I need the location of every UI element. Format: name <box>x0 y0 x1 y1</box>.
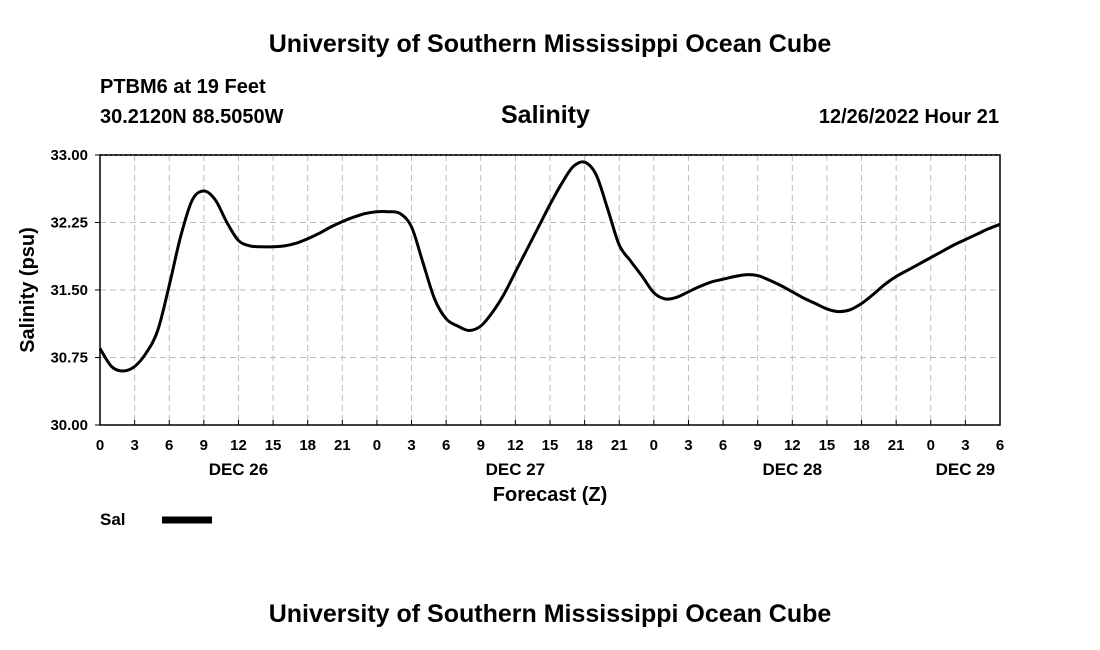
date-label: DEC 27 <box>486 460 546 479</box>
x-tick-label: 9 <box>477 437 485 454</box>
chart-grid <box>100 154 1000 425</box>
x-tick-label: 18 <box>576 437 593 454</box>
y-axis-label: Salinity (psu) <box>17 227 39 353</box>
x-tick-label: 6 <box>165 437 173 454</box>
station-coordinates: 30.2120N 88.5050W <box>100 106 284 128</box>
y-tick-label: 33.00 <box>50 147 88 164</box>
x-tick-label: 18 <box>853 437 870 454</box>
y-tick-label: 30.00 <box>50 417 88 434</box>
x-tick-label: 0 <box>96 437 104 454</box>
x-tick-label: 15 <box>819 437 836 454</box>
x-tick-label: 15 <box>265 437 282 454</box>
x-tick-label: 0 <box>373 437 381 454</box>
x-tick-label: 12 <box>784 437 801 454</box>
series-line-sal <box>98 160 1001 373</box>
x-tick-label: 9 <box>754 437 762 454</box>
station-label: PTBM6 at 19 Feet <box>100 76 266 98</box>
x-axis-label: Forecast (Z) <box>493 484 607 506</box>
date-label: DEC 26 <box>209 460 269 479</box>
footer-title: University of Southern Mississippi Ocean… <box>268 600 832 628</box>
x-axis: 0 3 6 9 12 15 18 21 0 3 6 9 12 15 18 21 0 3 6 9 12 15 18 21 0 3 6 <box>96 420 1004 454</box>
x-tick-label: 21 <box>334 437 351 454</box>
page-title: University of Southern Mississippi Ocean… <box>268 30 832 58</box>
x-tick-label: 0 <box>650 437 658 454</box>
x-tick-label: 3 <box>407 437 415 454</box>
legend-label-sal: Sal <box>100 510 126 529</box>
salinity-chart: 30.00 30.75 31.50 32.25 33.00 0 3 6 9 12 15 18 21 0 3… <box>17 147 1004 529</box>
forecast-datetime: 12/26/2022 Hour 21 <box>818 106 999 128</box>
y-tick-label: 32.25 <box>50 215 88 232</box>
date-label: DEC 29 <box>936 460 996 479</box>
x-tick-label: 15 <box>542 437 559 454</box>
x-tick-label: 21 <box>888 437 905 454</box>
chart-title: Salinity <box>501 101 590 129</box>
x-tick-label: 12 <box>230 437 247 454</box>
x-tick-label: 3 <box>684 437 692 454</box>
date-labels: DEC 26 DEC 27 DEC 28 DEC 29 <box>209 460 995 479</box>
x-tick-label: 18 <box>299 437 316 454</box>
x-tick-label: 6 <box>996 437 1004 454</box>
x-tick-label: 3 <box>130 437 138 454</box>
x-tick-label: 12 <box>507 437 524 454</box>
y-axis: 30.00 30.75 31.50 32.25 33.00 <box>50 147 100 434</box>
x-tick-label: 3 <box>961 437 969 454</box>
legend: Sal <box>100 510 212 529</box>
date-label: DEC 28 <box>763 460 823 479</box>
x-tick-label: 0 <box>927 437 935 454</box>
y-tick-label: 31.50 <box>50 282 88 299</box>
x-tick-label: 6 <box>442 437 450 454</box>
series-group <box>98 160 1001 373</box>
x-tick-label: 6 <box>719 437 727 454</box>
x-tick-label: 9 <box>200 437 208 454</box>
x-tick-label: 21 <box>611 437 628 454</box>
y-tick-label: 30.75 <box>50 350 88 367</box>
